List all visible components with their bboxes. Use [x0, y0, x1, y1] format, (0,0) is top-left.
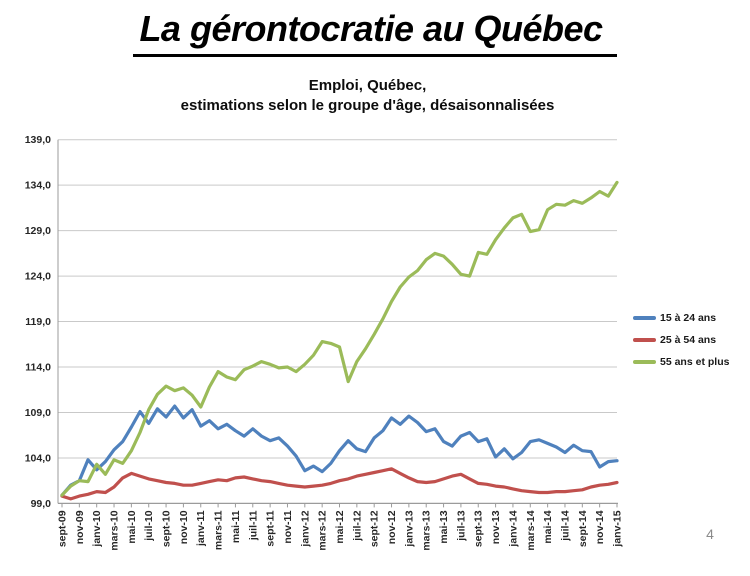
legend-item-15-24: 15 à 24 ans — [633, 307, 729, 329]
legend-label: 25 à 54 ans — [660, 334, 717, 346]
series-line-1 — [60, 404, 619, 497]
x-axis-tick: sept-09 — [57, 510, 69, 547]
x-axis-tick: janv-11 — [195, 510, 207, 547]
x-axis-tick: mai-13 — [438, 510, 450, 543]
series-line-3 — [60, 180, 619, 497]
x-axis-tick: juil-13 — [455, 510, 467, 542]
y-axis-tick: 129,0 — [25, 225, 51, 237]
x-axis-tick: janv-14 — [507, 510, 519, 547]
x-axis-tick: sept-14 — [577, 510, 589, 547]
x-axis-tick: mars-14 — [525, 510, 537, 550]
series-line-2 — [60, 467, 619, 501]
x-axis-tick: nov-12 — [386, 510, 398, 544]
y-axis-tick: 104,0 — [25, 452, 51, 464]
chart-title: Emploi, Québec, estimations selon le gro… — [0, 76, 735, 116]
x-axis-tick: sept-13 — [473, 510, 485, 547]
x-axis-tick: mai-10 — [126, 510, 138, 543]
y-axis-tick: 139,0 — [25, 134, 51, 146]
y-axis-tick: 134,0 — [25, 180, 51, 192]
x-axis-tick: janv-13 — [403, 510, 415, 547]
x-axis-tick: juil-12 — [351, 510, 363, 542]
slide-title: La gérontocratie au Québec — [133, 8, 617, 57]
legend-line-swatch-blue-icon — [633, 316, 656, 320]
x-axis-tick: sept-11 — [265, 510, 277, 546]
x-axis-tick: mars-12 — [317, 510, 329, 550]
x-axis-tick: janv-10 — [91, 510, 103, 547]
y-axis-tick: 99,0 — [31, 498, 52, 510]
x-axis-tick: nov-14 — [594, 510, 606, 544]
legend-line-swatch-green-icon — [633, 360, 656, 364]
page-number: 4 — [706, 526, 714, 542]
legend-item-25-54: 25 à 54 ans — [633, 329, 729, 351]
x-axis-tick: mars-13 — [421, 510, 433, 550]
x-axis-tick: mai-12 — [334, 510, 346, 543]
legend-label: 15 à 24 ans — [660, 312, 717, 324]
x-axis-tick: janv-12 — [299, 510, 311, 547]
slide-title-wrap: La gérontocratie au Québec — [0, 8, 750, 57]
x-axis-tick: nov-10 — [178, 510, 190, 544]
x-axis-tick: juil-11 — [247, 510, 259, 541]
x-axis-tick: mars-11 — [213, 510, 225, 550]
legend-line-swatch-red-icon — [633, 338, 656, 342]
legend-item-55-plus: 55 ans et plus — [633, 351, 729, 373]
x-axis-tick: sept-12 — [369, 510, 381, 547]
x-axis-tick: sept-10 — [161, 510, 173, 547]
x-axis-tick: juil-14 — [559, 510, 571, 542]
chart-title-line1: Emploi, Québec, — [308, 77, 427, 94]
x-axis-tick: juil-10 — [143, 510, 155, 542]
y-axis-tick: 114,0 — [25, 362, 51, 374]
x-axis-tick: nov-09 — [74, 510, 86, 544]
y-axis-tick: 119,0 — [25, 316, 51, 328]
x-axis-tick: mai-11 — [230, 510, 242, 543]
x-axis-tick: mars-10 — [109, 510, 121, 550]
chart-legend: 15 à 24 ans 25 à 54 ans 55 ans et plus — [633, 307, 729, 373]
x-axis-tick: nov-13 — [490, 510, 502, 544]
legend-label: 55 ans et plus — [660, 356, 730, 368]
y-axis-tick: 109,0 — [25, 407, 51, 419]
y-axis-tick: 124,0 — [25, 271, 51, 283]
x-axis-tick: nov-11 — [282, 510, 294, 543]
chart-title-line2: estimations selon le groupe d'âge, désai… — [180, 97, 555, 114]
x-axis-tick: janv-15 — [612, 510, 624, 547]
x-axis-tick: mai-14 — [542, 510, 554, 543]
